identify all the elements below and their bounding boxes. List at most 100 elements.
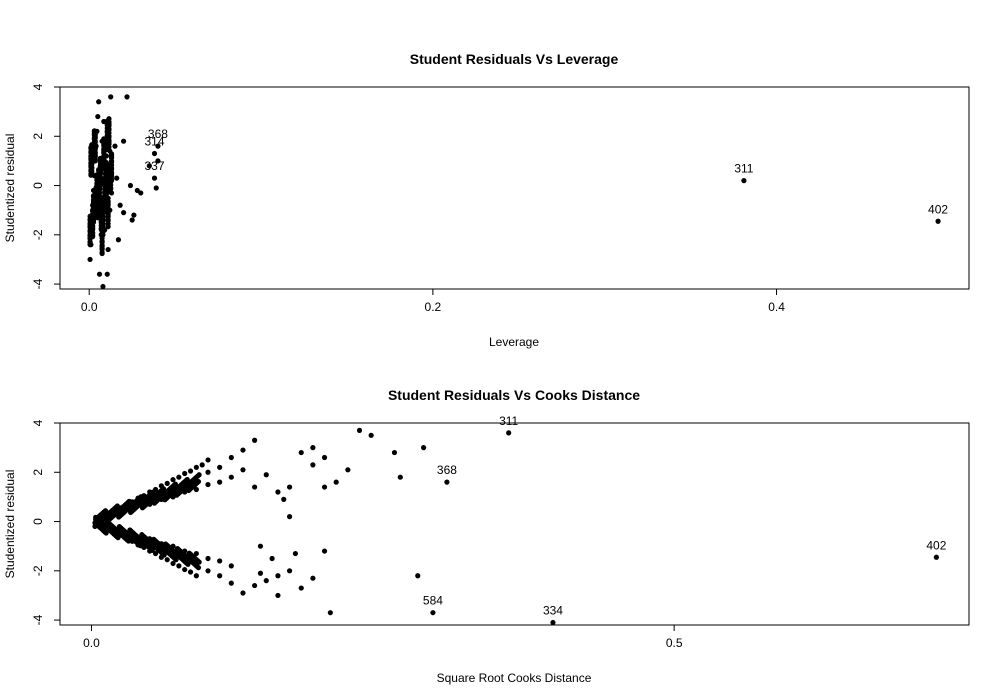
data-point <box>100 523 106 530</box>
data-point <box>114 175 120 181</box>
data-point <box>741 178 747 184</box>
data-point <box>430 610 436 616</box>
data-point <box>106 138 112 144</box>
data-point <box>286 514 293 520</box>
x-tick-label: 0.2 <box>425 300 442 314</box>
data-point <box>105 246 111 253</box>
y-axis-label: Studentized residual <box>3 470 17 579</box>
data-point <box>196 472 202 478</box>
data-point <box>155 143 161 149</box>
data-point <box>205 555 211 562</box>
chart-title: Student Residuals Vs Cooks Distance <box>388 387 640 403</box>
data-point <box>193 550 199 557</box>
data-point <box>117 202 123 208</box>
data-point <box>275 489 281 495</box>
data-point <box>108 152 115 158</box>
data-point <box>240 447 246 453</box>
data-point <box>345 467 351 473</box>
data-point <box>99 250 105 257</box>
data-point <box>263 578 269 584</box>
data-point <box>129 217 135 223</box>
data-point <box>321 484 328 490</box>
data-point <box>263 472 269 478</box>
data-point <box>421 445 427 451</box>
data-point <box>127 182 134 189</box>
data-point <box>415 573 421 579</box>
data-point <box>89 222 95 228</box>
y-axis-ticks: 4 2 0 -2 -4 <box>31 419 60 625</box>
data-point <box>252 484 258 490</box>
data-point <box>444 479 450 485</box>
point-label: 314 <box>144 135 164 149</box>
data-point <box>199 462 205 468</box>
data-point <box>107 186 113 192</box>
data-point <box>205 568 211 574</box>
data-point <box>195 478 202 485</box>
x-axis-ticks: 0.0 0.5 <box>83 624 683 650</box>
data-point <box>90 202 96 208</box>
data-point <box>196 559 202 565</box>
data-point <box>108 94 114 100</box>
y-tick-label: 0 <box>31 518 45 525</box>
data-point <box>185 561 191 567</box>
data-point <box>153 185 159 191</box>
data-point <box>91 151 97 158</box>
data-point <box>98 219 104 226</box>
data-point <box>397 474 403 480</box>
data-point <box>187 468 194 474</box>
data-point <box>94 128 100 134</box>
data-point <box>147 501 153 507</box>
point-label: 584 <box>423 594 443 608</box>
data-point <box>105 199 111 205</box>
data-point <box>147 489 153 495</box>
data-point <box>187 569 194 575</box>
data-point <box>195 565 202 571</box>
data-point <box>240 590 246 596</box>
data-point <box>184 476 190 483</box>
data-point <box>172 481 178 487</box>
data-point <box>286 484 293 490</box>
data-point <box>96 99 102 105</box>
data-point <box>120 210 127 216</box>
y-tick-label: -2 <box>31 229 45 240</box>
data-point <box>155 158 161 164</box>
data-point <box>252 582 258 589</box>
data-point <box>99 243 105 250</box>
data-point <box>146 163 152 169</box>
data-point <box>96 172 102 178</box>
y-tick-label: -4 <box>31 614 45 625</box>
data-point <box>275 592 281 599</box>
data-point <box>240 467 246 473</box>
data-point <box>103 153 109 159</box>
data-point <box>298 449 304 456</box>
data-point <box>112 530 118 536</box>
data-point <box>356 427 363 433</box>
data-point <box>158 541 164 547</box>
y-axis-ticks: 4 2 0 -2 -4 <box>31 83 60 289</box>
data-point <box>96 212 103 218</box>
data-point <box>158 496 164 502</box>
y-tick-label: -2 <box>31 565 45 576</box>
y-tick-label: 2 <box>31 133 45 140</box>
data-point <box>933 554 939 560</box>
data-point <box>152 550 159 557</box>
data-point <box>176 474 182 480</box>
point-label: 334 <box>543 604 563 618</box>
data-point <box>90 187 97 194</box>
data-point <box>106 127 112 133</box>
point-label: 337 <box>144 159 164 173</box>
point-label: 402 <box>926 538 946 552</box>
data-point <box>182 566 188 573</box>
x-axis-label: Leverage <box>489 335 539 349</box>
data-point <box>106 163 112 169</box>
data-point <box>252 437 258 443</box>
data-point <box>321 454 328 461</box>
data-point <box>292 550 299 557</box>
data-point <box>108 190 115 196</box>
data-point <box>257 570 264 576</box>
data-point <box>333 479 339 485</box>
data-point <box>228 474 234 480</box>
x-tick-label: 0.4 <box>768 300 785 314</box>
data-point <box>151 175 158 181</box>
